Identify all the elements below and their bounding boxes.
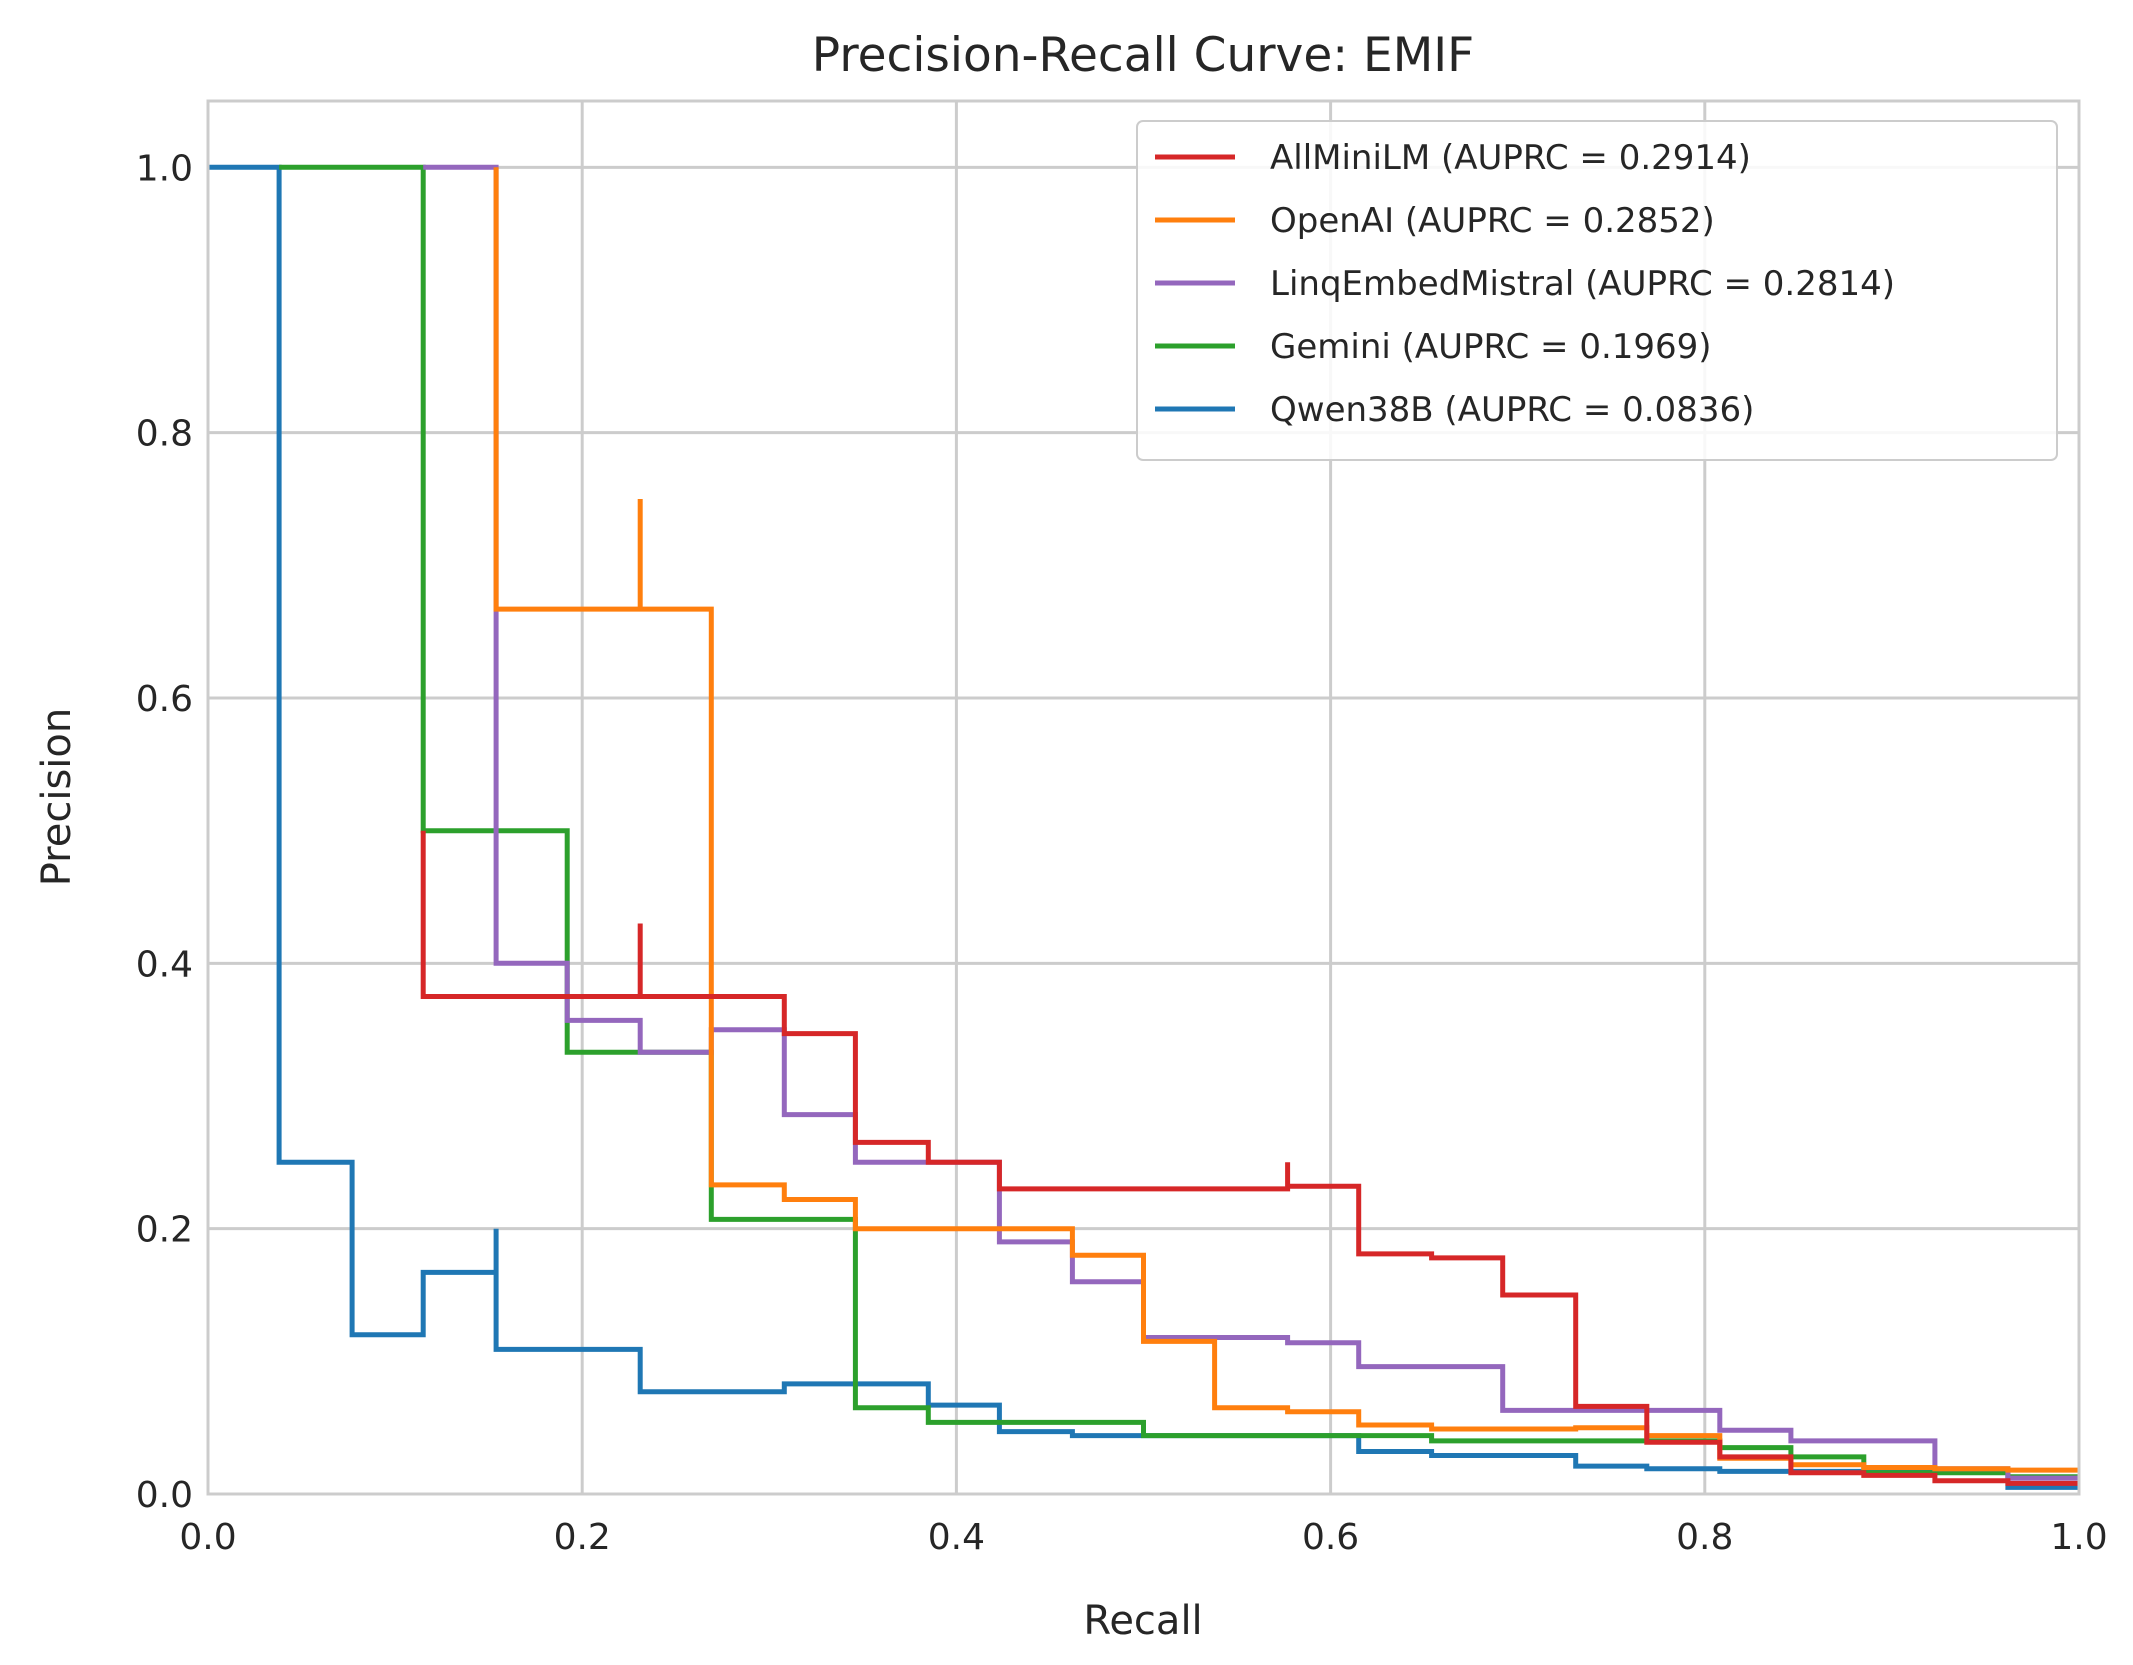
y-tick-label: 0.0	[136, 1475, 193, 1516]
legend-label: Gemini (AUPRC = 0.1969)	[1270, 327, 1712, 367]
x-tick-label: 0.8	[1676, 1517, 1733, 1558]
x-tick-label: 1.0	[2050, 1517, 2107, 1558]
legend-label: LinqEmbedMistral (AUPRC = 0.2814)	[1270, 264, 1895, 304]
x-axis-label: Recall	[1083, 1598, 1202, 1644]
legend-label: OpenAI (AUPRC = 0.2852)	[1270, 201, 1715, 241]
y-axis-label: Precision	[34, 708, 80, 886]
series-lines	[208, 164, 2079, 1490]
y-tick-label: 0.6	[136, 679, 193, 720]
x-tick-labels: 0.0 0.2 0.4 0.6 0.8 1.0	[179, 1517, 2107, 1558]
y-tick-label: 0.2	[136, 1210, 193, 1251]
x-tick-label: 0.6	[1302, 1517, 1359, 1558]
chart-title: Precision-Recall Curve: EMIF	[812, 28, 1474, 83]
legend-label: Qwen38B (AUPRC = 0.0836)	[1270, 390, 1754, 430]
series-line-0	[420, 830, 2079, 1486]
series-line-1	[493, 167, 2079, 1473]
legend-frame	[1136, 120, 2058, 461]
x-tick-label: 0.2	[554, 1517, 611, 1558]
legend: AllMiniLM (AUPRC = 0.2914) OpenAI (AUPRC …	[1136, 120, 2058, 461]
y-tick-labels: 0.0 0.2 0.4 0.6 0.8 1.0	[136, 148, 193, 1516]
y-tick-label: 0.8	[136, 414, 193, 455]
plot-frame	[206, 99, 2081, 1496]
x-tick-label: 0.4	[928, 1517, 985, 1558]
y-tick-label: 0.4	[136, 944, 193, 985]
y-tick-label: 1.0	[136, 148, 193, 189]
series-line-4	[208, 164, 2079, 1490]
legend-label: AllMiniLM (AUPRC = 0.2914)	[1270, 138, 1751, 178]
x-tick-label: 0.0	[179, 1517, 236, 1558]
